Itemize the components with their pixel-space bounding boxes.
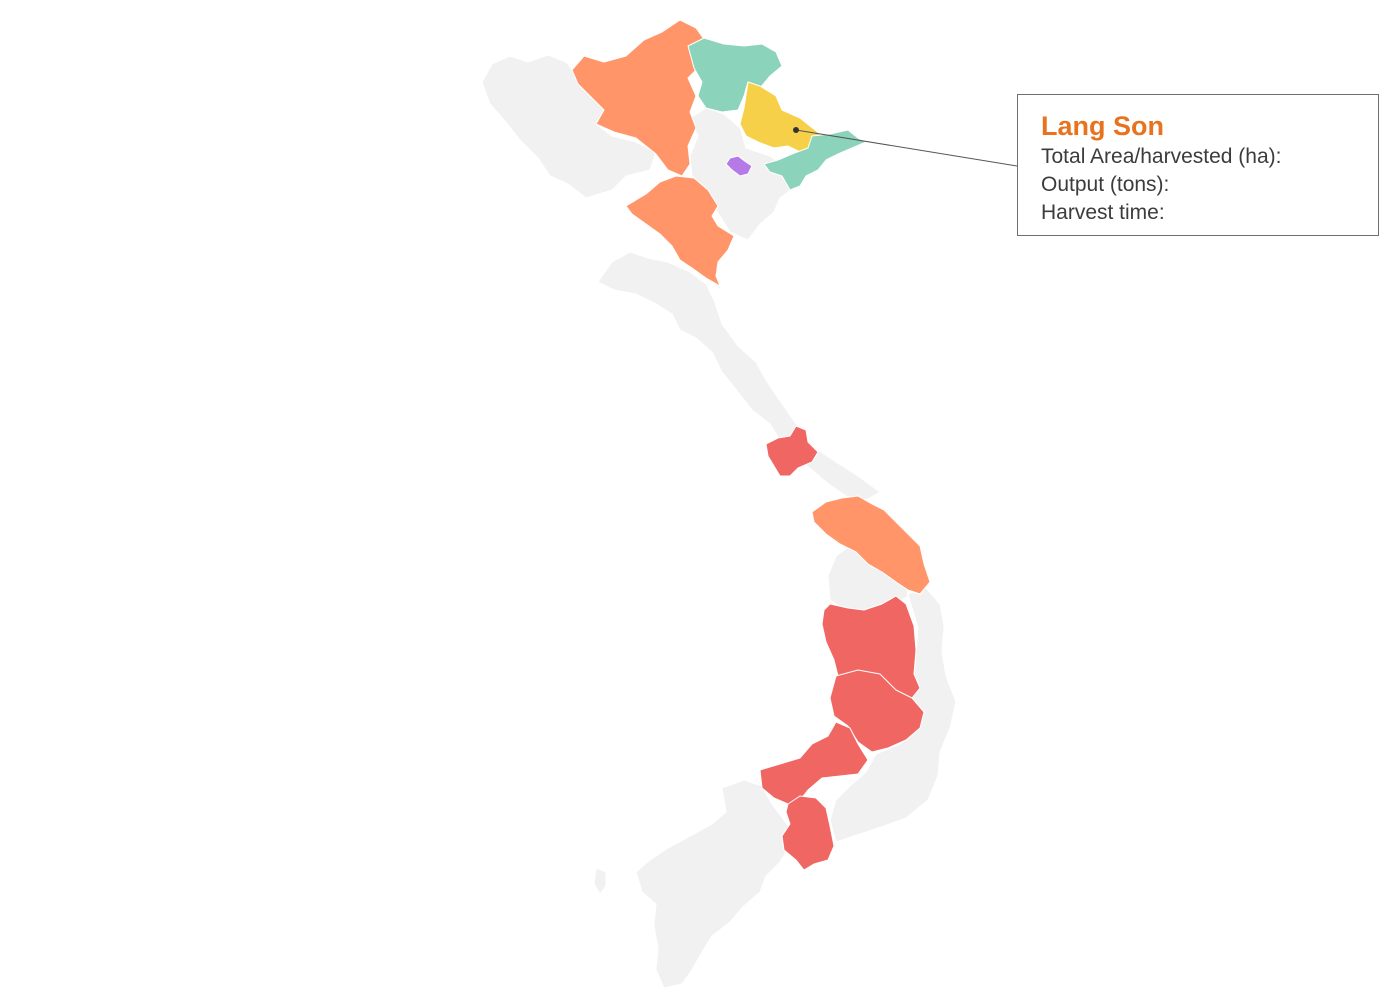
highlighted-provinces-layer [571, 19, 931, 871]
province-tooltip: Lang Son Total Area/harvested (ha): Outp… [1017, 94, 1379, 236]
province-lang-son[interactable] [739, 81, 821, 153]
tooltip-leader-line [795, 129, 1018, 167]
tooltip-row-output: Output (tons): [1041, 171, 1356, 199]
province-quang-ninh[interactable] [763, 129, 867, 191]
province-north-central-base[interactable] [597, 251, 881, 501]
province-quang-nam-orange[interactable] [811, 495, 931, 595]
tooltip-label-harvest-time: Harvest time: [1041, 201, 1165, 224]
province-purple[interactable] [725, 155, 753, 177]
province-northwest-orange[interactable] [571, 19, 707, 177]
province-gia-lai-kon-tum[interactable] [821, 595, 921, 699]
province-thanh-hoa-orange[interactable] [625, 175, 735, 287]
tooltip-anchor-dot [793, 127, 799, 133]
province-dak-lak[interactable] [829, 669, 925, 753]
tooltip-row-total-area: Total Area/harvested (ha): [1041, 143, 1356, 171]
province-phu-quoc-base[interactable] [593, 867, 607, 895]
tooltip-label-output: Output (tons): [1041, 173, 1170, 196]
province-mekong-delta-base[interactable] [635, 779, 791, 989]
tooltip-label-total-area: Total Area/harvested (ha): [1041, 145, 1282, 168]
province-south-red[interactable] [781, 795, 835, 871]
province-lam-dong[interactable] [759, 721, 869, 805]
tooltip-province-name: Lang Son [1041, 111, 1164, 141]
province-northwest-base[interactable] [481, 54, 657, 199]
province-central-red[interactable] [765, 425, 819, 477]
tooltip-row-harvest-time: Harvest time: [1041, 199, 1356, 227]
